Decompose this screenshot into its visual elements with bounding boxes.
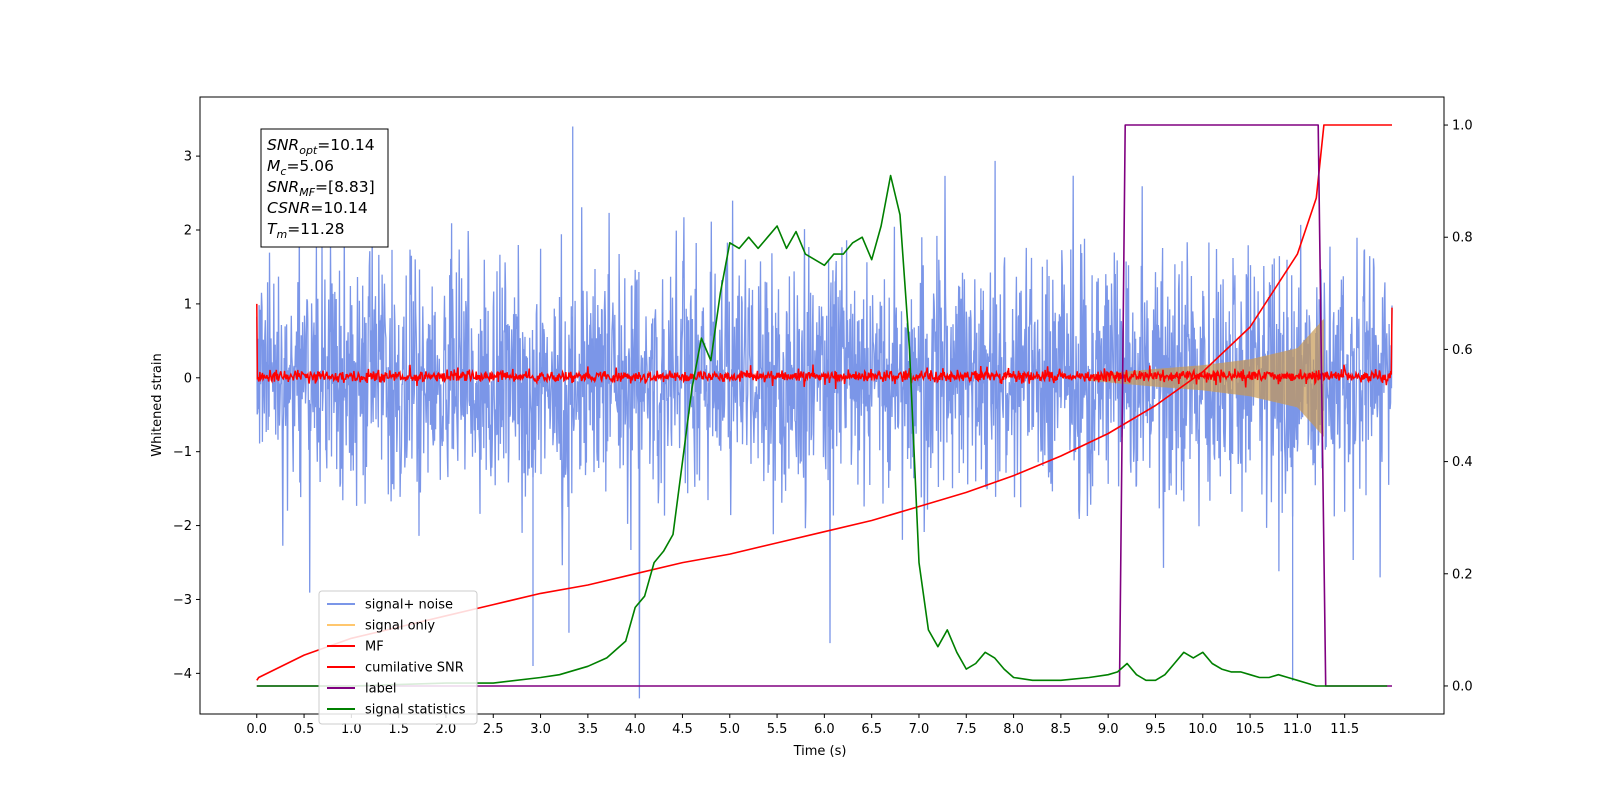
x-tick-label-21: 10.5 [1236, 722, 1265, 737]
y-right-tick-label-1: 0.8 [1452, 231, 1473, 246]
legend-label-3: cumilative SNR [365, 661, 464, 676]
x-tick-label-9: 4.5 [672, 722, 693, 737]
stats-line-3: CSNR=10.14 [267, 199, 368, 217]
legend-label-1: signal only [365, 619, 435, 634]
x-tick-label-4: 2.0 [436, 722, 457, 737]
x-tick-label-2: 1.0 [341, 722, 362, 737]
x-tick-label-19: 9.5 [1145, 722, 1166, 737]
stats-box-frame [260, 128, 389, 248]
stats-line-2: SNRMF=[8.83] [267, 178, 375, 199]
y-tick-label-4: −1 [173, 445, 192, 460]
legend-label-2: MF [365, 640, 384, 655]
x-tick-label-11: 5.5 [767, 722, 788, 737]
y-tick-label-6: −3 [173, 593, 192, 608]
series-0-line [256, 160, 1393, 699]
y-tick-label-2: 1 [184, 297, 192, 312]
x-tick-label-8: 4.0 [625, 722, 646, 737]
legend: signal+ noise signal only MF cumilative SNR… [318, 590, 478, 725]
x-tick-label-7: 3.5 [578, 722, 599, 737]
y-right-tick-label-5: 0.0 [1452, 679, 1473, 694]
x-tick-label-0: 0.0 [246, 722, 267, 737]
x-tick-label-20: 10.0 [1188, 722, 1217, 737]
legend-label-0: signal+ noise [365, 598, 453, 613]
x-tick-label-23: 11.5 [1330, 722, 1359, 737]
legend-frame [318, 590, 478, 725]
stats-annotation-box: SNRopt=10.14Mc=5.06SNRMF=[8.83]CSNR=10.1… [260, 128, 389, 248]
y-axis-label: Whitened strain [150, 353, 165, 456]
x-tick-label-12: 6.0 [814, 722, 835, 737]
y-axis-left: 3 2 1 0 −1 −2 −3 −4 [173, 150, 200, 682]
x-tick-label-13: 6.5 [861, 722, 882, 737]
y-right-tick-label-2: 0.6 [1452, 343, 1473, 358]
x-tick-label-18: 9.0 [1098, 722, 1119, 737]
x-tick-label-16: 8.0 [1003, 722, 1024, 737]
x-axis-label: Time (s) [793, 744, 847, 759]
x-tick-label-15: 7.5 [956, 722, 977, 737]
series-2-line [256, 303, 1393, 390]
series-5-line [256, 174, 1388, 687]
y-tick-label-3: 0 [184, 371, 192, 386]
y-axis-right: 1.0 0.8 0.6 0.4 0.2 0.0 [1444, 119, 1473, 694]
stats-line-0: SNRopt=10.14 [267, 136, 375, 157]
y-right-tick-label-3: 0.4 [1452, 455, 1473, 470]
x-tick-label-22: 11.0 [1283, 722, 1312, 737]
y-tick-label-7: −4 [173, 667, 192, 682]
stats-line-4: Tm=11.28 [267, 220, 345, 241]
y-right-tick-label-4: 0.2 [1452, 567, 1473, 582]
y-right-tick-label-0: 1.0 [1452, 119, 1473, 134]
legend-label-5: signal statistics [365, 703, 466, 718]
x-tick-label-14: 7.0 [909, 722, 930, 737]
stats-line-1: Mc=5.06 [267, 157, 334, 178]
y-tick-label-5: −2 [173, 519, 192, 534]
x-tick-label-1: 0.5 [294, 722, 315, 737]
plot-frame [199, 96, 1445, 715]
y-tick-label-0: 3 [184, 150, 192, 165]
x-tick-label-6: 3.0 [530, 722, 551, 737]
x-tick-label-10: 5.0 [719, 722, 740, 737]
legend-label-4: label [365, 682, 396, 697]
x-tick-label-17: 8.5 [1051, 722, 1072, 737]
y-tick-label-1: 2 [184, 224, 192, 239]
x-tick-label-5: 2.5 [483, 722, 504, 737]
x-tick-label-3: 1.5 [388, 722, 409, 737]
